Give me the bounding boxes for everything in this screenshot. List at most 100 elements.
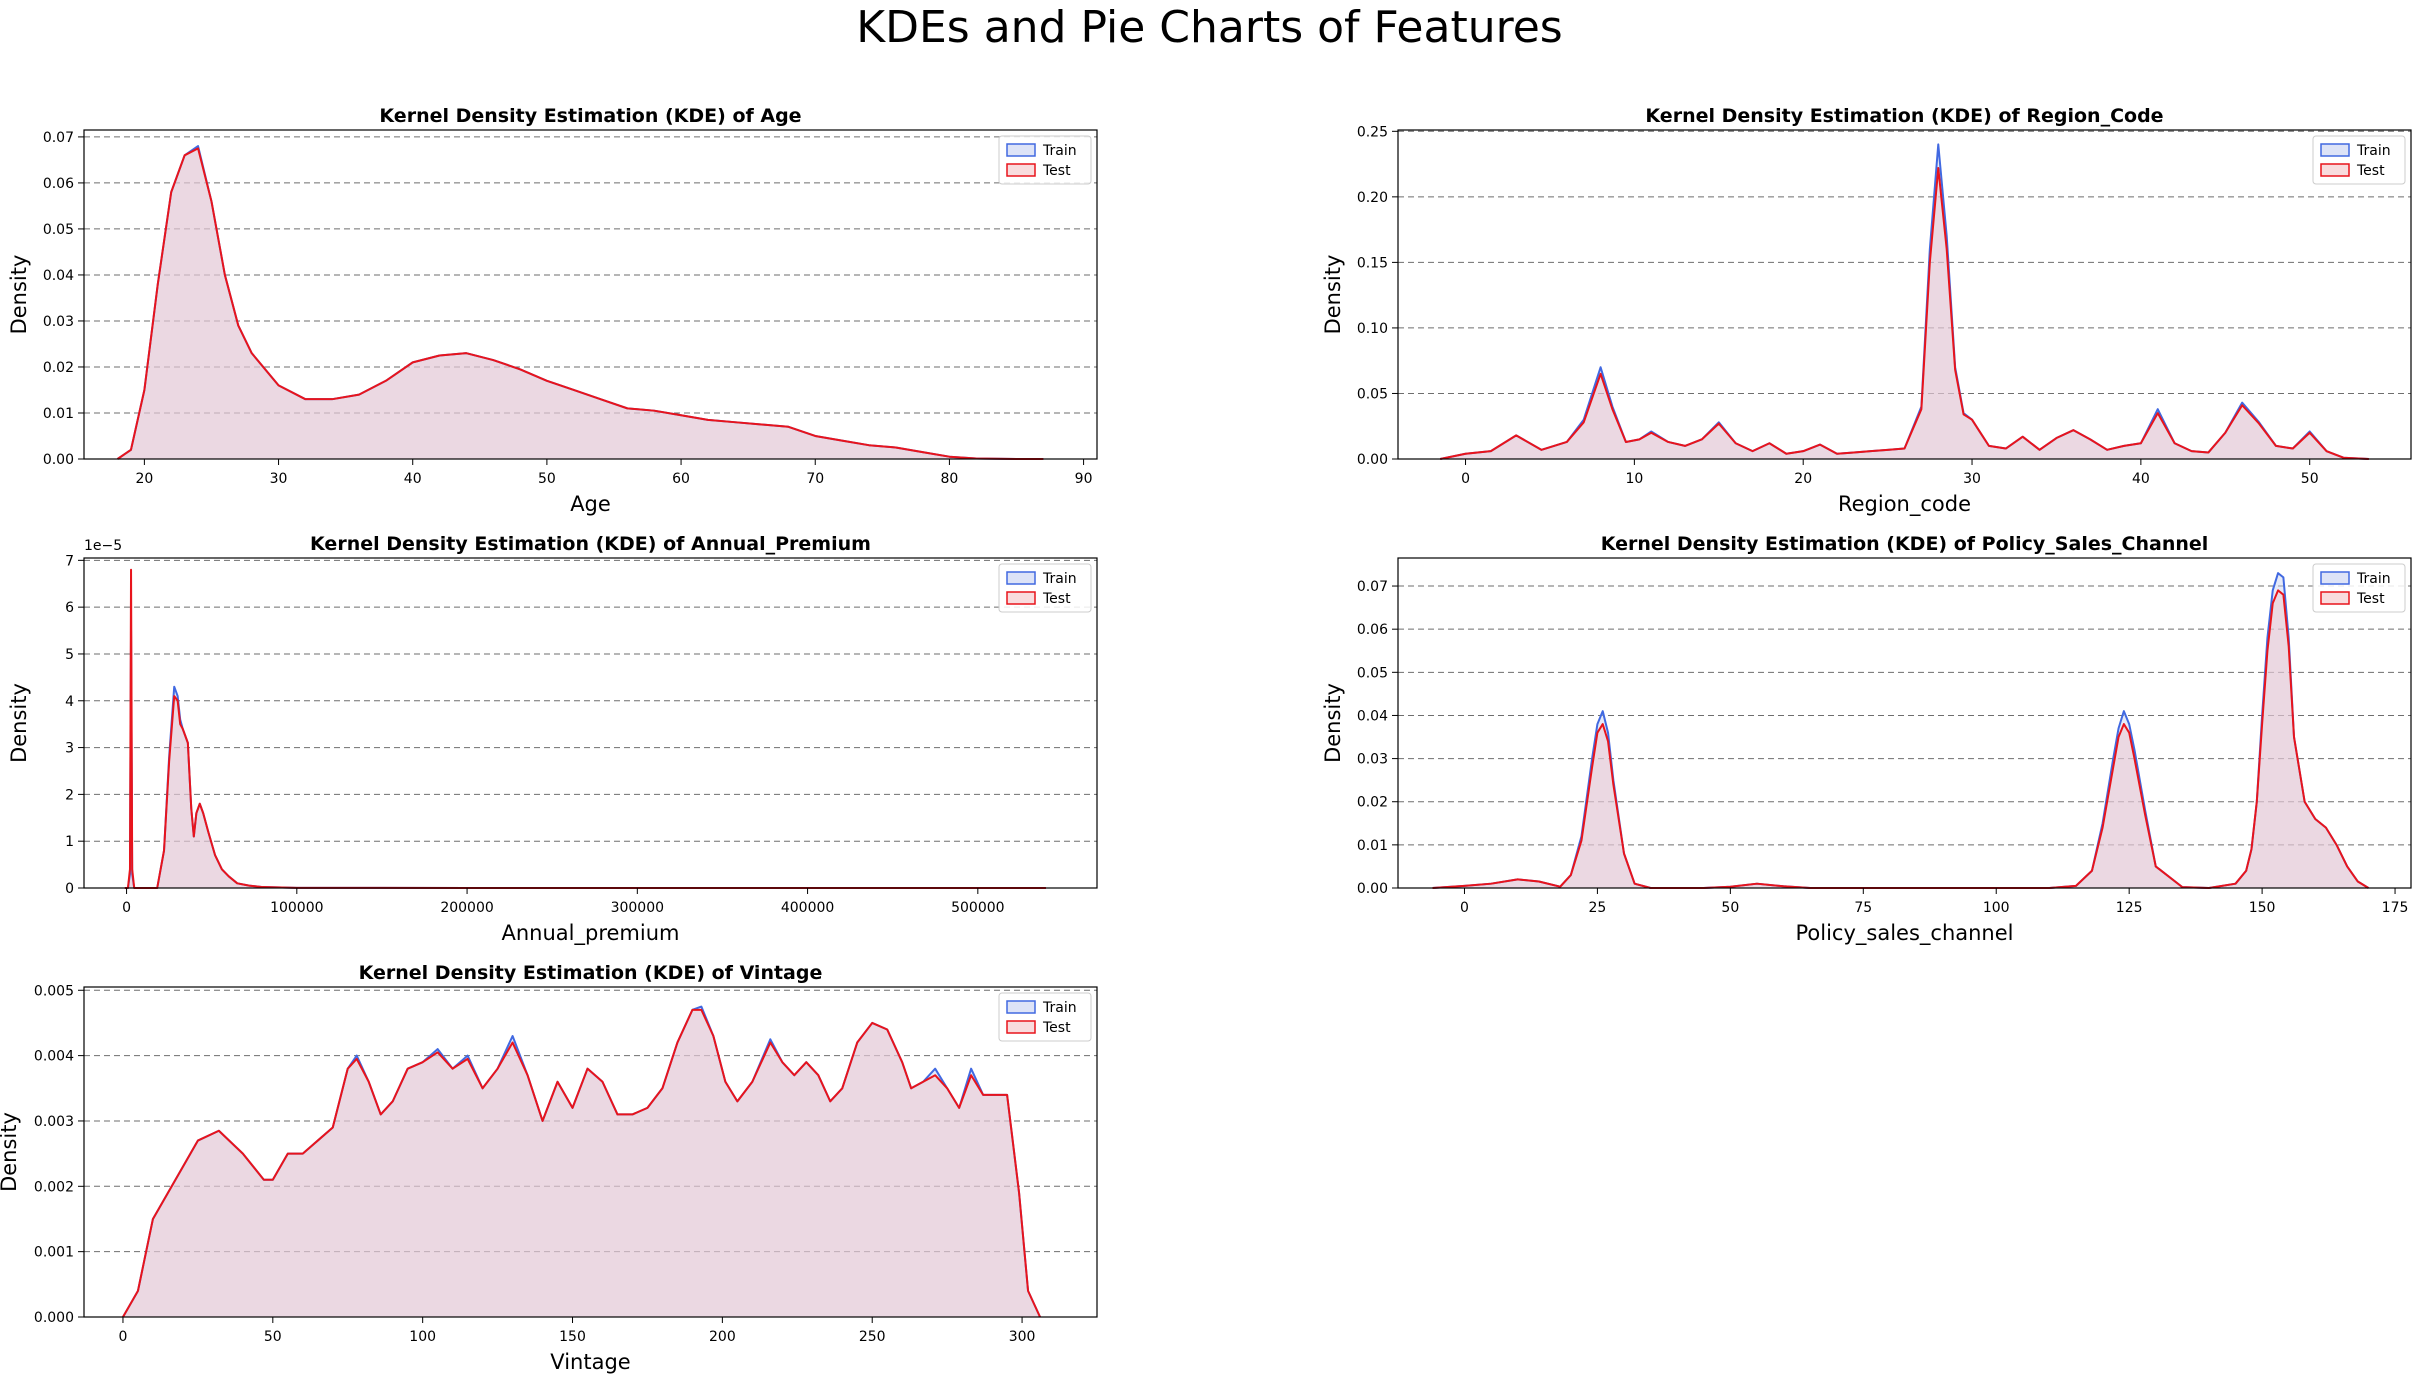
series-line-train	[124, 629, 1046, 889]
legend-swatch-test	[1006, 1020, 1036, 1034]
series-fill-test	[124, 569, 1046, 888]
legend-swatch-test	[2320, 591, 2350, 605]
series-line-test	[124, 568, 1046, 889]
chart-title: Kernel Density Estimation (KDE) of Polic…	[1601, 533, 2209, 555]
x-axis-label: Age	[570, 492, 611, 516]
y-tick-label: 0.04	[43, 268, 74, 284]
x-tick-label: 400000	[781, 900, 834, 916]
y-tick-label: 0.05	[1357, 386, 1388, 402]
y-tick-label: 1	[65, 834, 74, 850]
y-tick-label: 5	[65, 647, 74, 663]
legend-label-train: Train	[2356, 143, 2391, 159]
chart-panel-5: 0 50 100 150 200 250 300 0.000 0.001 0.002 0.003 0.…	[0, 962, 1098, 1374]
legend-label-train: Train	[1042, 143, 1077, 159]
y-tick-label: 0.000	[34, 1310, 74, 1326]
y-tick-label: 0.02	[1357, 795, 1388, 811]
y-tick-label: 0.15	[1357, 255, 1388, 271]
chart-panel-3: 0 100000 200000 300000 400000 500000 0 1 2 3 4 5 6 71…	[7, 533, 1098, 946]
series-fill-train	[1432, 573, 2369, 888]
figure-title: KDEs and Pie Charts of Features	[856, 2, 1563, 53]
legend-label-test: Test	[1042, 591, 1071, 607]
y-tick-label: 2	[65, 787, 74, 803]
y-tick-label: 0.06	[1357, 622, 1388, 638]
x-tick-label: 0	[122, 900, 131, 916]
y-tick-label: 0.05	[1357, 665, 1388, 681]
y-tick-label: 0.07	[43, 130, 74, 146]
x-tick-label: 0	[1460, 900, 1469, 916]
y-tick-label: 0.002	[34, 1179, 74, 1195]
y-tick-label: 0.003	[34, 1114, 74, 1130]
legend-label-test: Test	[1042, 1020, 1071, 1036]
x-tick-label: 75	[1854, 900, 1872, 916]
y-tick-label: 0.07	[1357, 579, 1388, 595]
x-tick-label: 175	[2382, 900, 2409, 916]
legend-swatch-train	[2320, 143, 2350, 157]
series-fill-train	[117, 146, 1044, 459]
y-tick-label: 0.01	[1357, 838, 1388, 854]
y-tick-label: 3	[65, 741, 74, 757]
y-axis-label: Density	[1321, 255, 1345, 335]
legend-swatch-train	[1006, 1000, 1036, 1014]
x-tick-label: 10	[1625, 471, 1643, 487]
chart-panel-2: 0 10 20 30 40 50 0.00 0.05 0.10 0.15 0.20 0.25 Kerne…	[1321, 105, 2412, 517]
x-tick-label: 40	[2132, 471, 2150, 487]
plot-frame	[83, 986, 1098, 1318]
y-tick-label: 0	[65, 881, 74, 897]
series-fill-test	[117, 148, 1044, 459]
series-fill-train	[124, 630, 1046, 888]
chart-title: Kernel Density Estimation (KDE) of Vinta…	[359, 962, 823, 984]
x-tick-label: 20	[1794, 471, 1812, 487]
x-tick-label: 80	[940, 471, 958, 487]
chart-panel-4: 0 25 50 75 100 125 150 175 0.00 0.01 0.02 0.03 0.04 0…	[1321, 533, 2412, 946]
x-axis-label: Region_code	[1838, 492, 1971, 517]
x-tick-label: 90	[1075, 471, 1093, 487]
y-tick-label: 0.00	[1357, 881, 1388, 897]
series-line-test	[1440, 167, 2369, 460]
x-axis-label: Vintage	[550, 1350, 630, 1374]
x-tick-label: 50	[264, 1329, 282, 1345]
x-tick-label: 25	[1588, 900, 1606, 916]
y-tick-label: 0.05	[43, 222, 74, 238]
x-tick-label: 100000	[270, 900, 323, 916]
legend-label-test: Test	[2356, 163, 2385, 179]
plot-frame	[83, 129, 1098, 460]
legend-label-train: Train	[1042, 571, 1077, 587]
x-tick-label: 200000	[440, 900, 493, 916]
x-tick-label: 50	[538, 471, 556, 487]
x-tick-label: 300000	[611, 900, 664, 916]
x-tick-label: 150	[2249, 900, 2276, 916]
x-tick-label: 250	[859, 1329, 886, 1345]
y-tick-label: 0.00	[1357, 452, 1388, 468]
y-tick-label: 0.001	[34, 1245, 74, 1261]
y-tick-label: 0.04	[1357, 708, 1388, 724]
legend-label-train: Train	[1042, 1000, 1077, 1016]
series-line-test	[1432, 589, 2369, 889]
y-tick-label: 6	[65, 600, 74, 616]
legend-swatch-train	[1006, 571, 1036, 585]
x-tick-label: 40	[404, 471, 422, 487]
chart-panel-1: 20 30 40 50 60 70 80 90 0.00 0.01 0.02 0.03 0.04 0.05…	[7, 105, 1098, 516]
plot-frame	[83, 557, 1098, 889]
x-tick-label: 30	[1963, 471, 1981, 487]
legend-swatch-test	[2320, 163, 2350, 177]
x-tick-label: 50	[1721, 900, 1739, 916]
x-tick-label: 300	[1009, 1329, 1036, 1345]
legend-label-test: Test	[1042, 163, 1071, 179]
y-axis-label: Density	[7, 683, 31, 763]
series-fill-test	[1432, 590, 2369, 888]
y-tick-label: 0.10	[1357, 321, 1388, 337]
legend-swatch-test	[1006, 591, 1036, 605]
series-line-train	[1432, 572, 2369, 889]
x-tick-label: 50	[2301, 471, 2319, 487]
x-tick-label: 500000	[951, 900, 1004, 916]
y-axis-label: Density	[1321, 683, 1345, 763]
y-tick-label: 0.03	[43, 314, 74, 330]
y-tick-label: 0.02	[43, 360, 74, 376]
legend-label-test: Test	[2356, 591, 2385, 607]
y-tick-label: 0.01	[43, 406, 74, 422]
plot-frame	[1397, 557, 2412, 889]
series-line-test	[116, 147, 1044, 460]
y-axis-label: Density	[0, 1112, 21, 1192]
x-tick-label: 60	[672, 471, 690, 487]
